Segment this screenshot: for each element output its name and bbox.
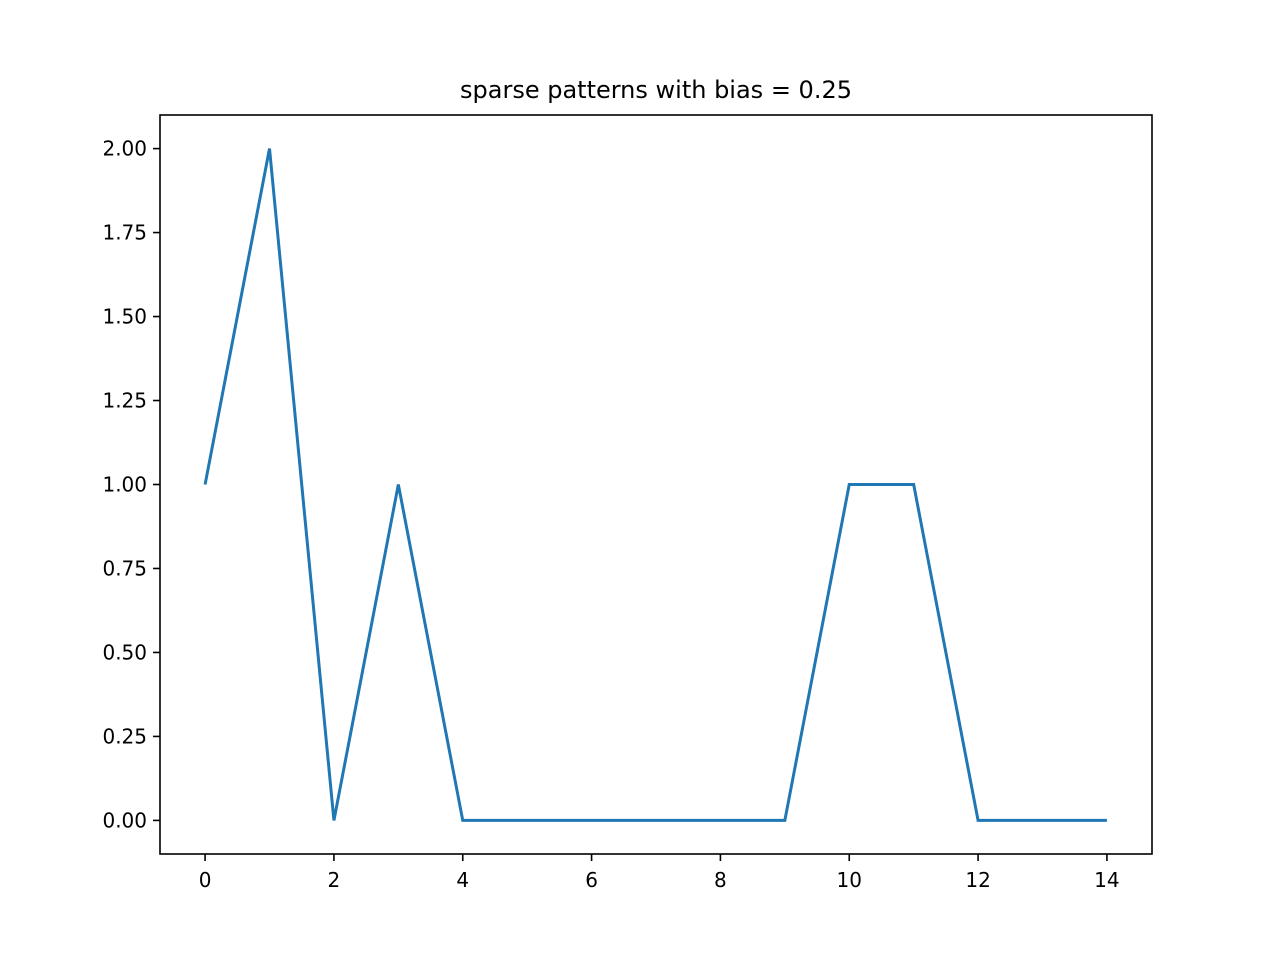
y-tick-label: 0.25 [102,724,147,748]
y-tick-label: 1.25 [102,389,147,413]
y-tick-label: 1.75 [102,221,147,245]
x-tick-label: 6 [585,868,598,892]
y-tick-label: 0.00 [102,808,147,832]
x-tick-label: 0 [199,868,212,892]
x-tick-label: 12 [965,868,990,892]
y-tick-label: 1.00 [102,473,147,497]
series-layer [203,148,1107,822]
x-tick-label: 2 [328,868,341,892]
series-line-0 [203,148,1107,822]
x-tick-label: 14 [1094,868,1119,892]
plot-frame [159,114,1153,855]
chart-title: sparse patterns with bias = 0.25 [460,76,852,104]
y-axis: 0.00 0.25 0.50 0.75 1.00 1.25 1.50 1.75 2.00 [102,137,160,832]
y-tick-label: 1.50 [102,305,147,329]
x-tick-label: 4 [456,868,469,892]
x-tick-label: 8 [714,868,727,892]
y-tick-label: 0.50 [102,640,147,664]
x-axis: 0 2 4 6 8 10 12 14 [199,854,1120,892]
y-tick-label: 2.00 [102,137,147,161]
x-tick-label: 10 [837,868,862,892]
y-tick-label: 0.75 [102,556,147,580]
